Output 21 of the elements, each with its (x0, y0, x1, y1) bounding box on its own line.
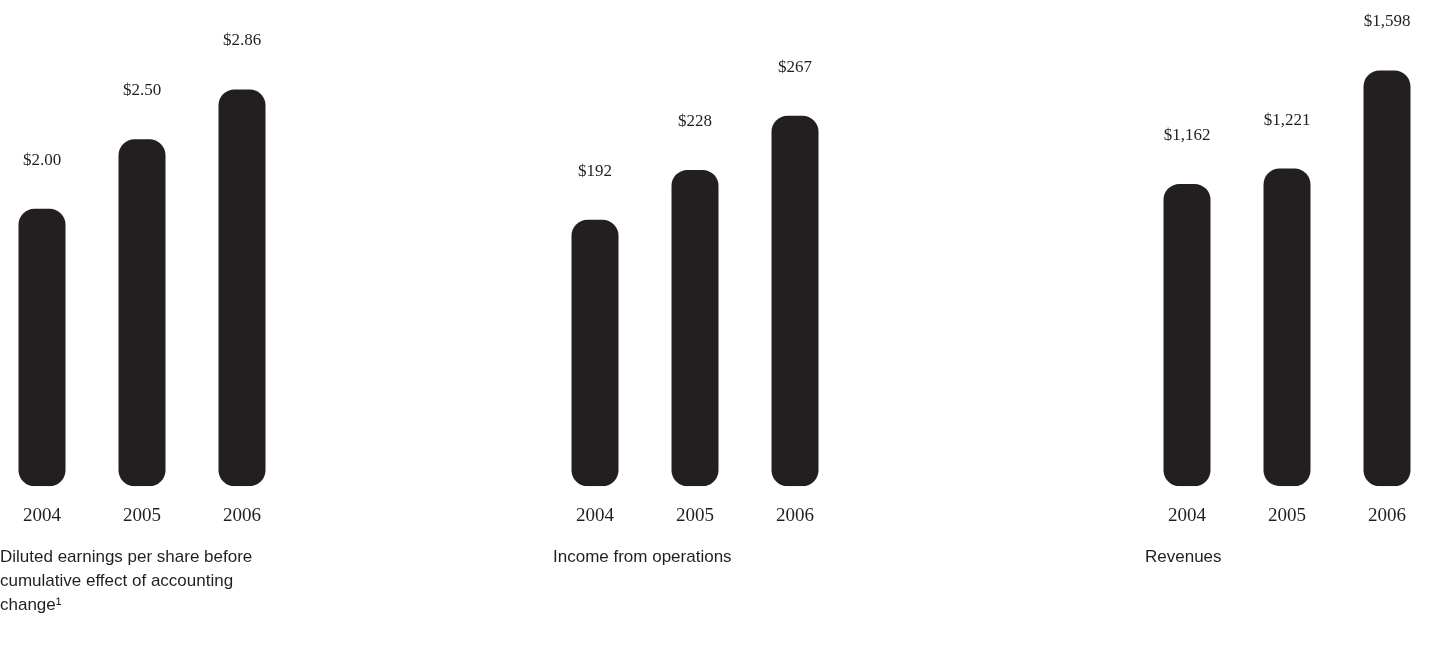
data-label: $192 (578, 160, 612, 180)
data-label: $1,221 (1263, 109, 1311, 129)
x-tick-label: 2006 (776, 503, 814, 525)
data-label: $1,598 (1363, 11, 1411, 31)
x-tick-label: 2005 (676, 503, 714, 525)
text: Income from operations (553, 546, 733, 568)
data-label: $228 (678, 110, 712, 130)
x-tick-label: 2005 (1268, 503, 1306, 525)
x-tick-label: 2006 (223, 503, 261, 525)
data-label: $2.50 (122, 80, 162, 100)
x-tick-label: 2004 (1168, 503, 1207, 525)
x-tick-label: 2005 (123, 503, 161, 525)
data-label: $1,162 (1163, 124, 1211, 144)
x-tick-label: 2004 (23, 503, 62, 525)
x-tick-label: 2006 (1368, 503, 1406, 525)
data-label: $2.86 (222, 30, 262, 50)
text: Diluted earnings per share before cumulative effect of accounting change¹ (0, 546, 254, 616)
text: Revenues (1145, 546, 1223, 568)
x-tick-label: 2004 (576, 503, 615, 525)
data-label: $2.00 (22, 149, 62, 169)
data-label: $267 (778, 56, 813, 76)
